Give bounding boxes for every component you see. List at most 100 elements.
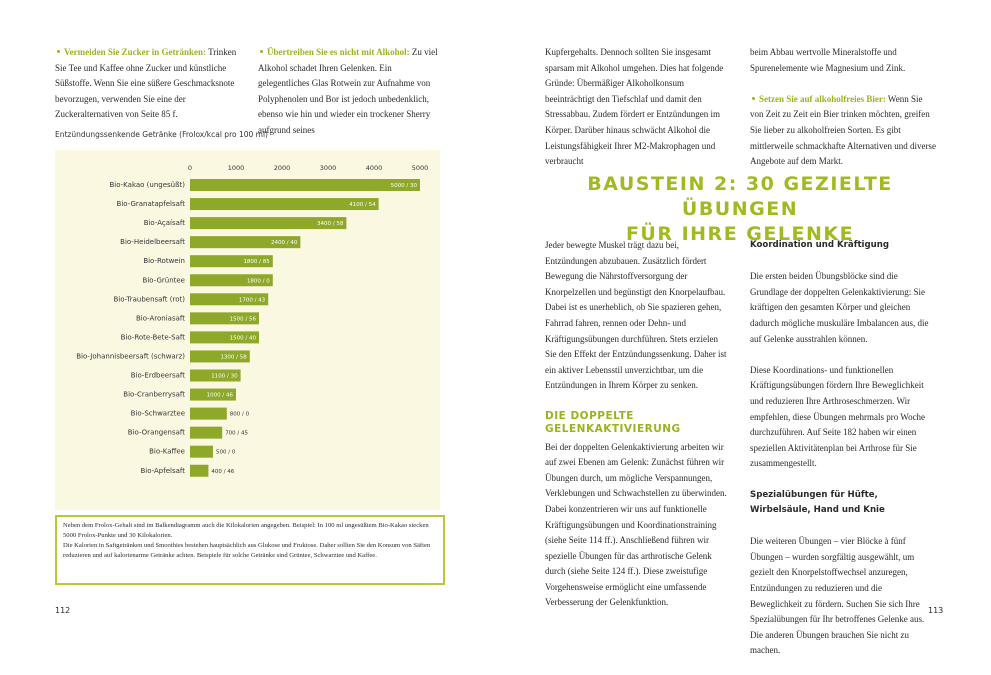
lead-text: Setzen Sie auf alkoholfreies Bier:: [759, 93, 886, 104]
value-label: 1100 / 30: [211, 374, 238, 380]
body-text: Wenn Sie von Zeit zu Zeit ein Bier trink…: [750, 93, 936, 167]
text-column: Vermeiden Sie Zucker in Getränken: Trink…: [55, 45, 241, 139]
text-column: Kupfergehalts. Dennoch sollten Sie insge…: [545, 45, 731, 185]
bar: [190, 179, 420, 191]
bar: [190, 255, 273, 268]
bullet: [57, 50, 60, 54]
x-tick-label: 5000: [412, 164, 429, 172]
value-label: 2400 / 40: [271, 240, 298, 246]
heading-line: FÜR IHRE GELENKE: [625, 223, 855, 245]
category-label: Bio-Rotwein: [143, 257, 185, 265]
category-label: Bio-Kaffee: [149, 448, 185, 456]
body-text: Bei der doppelten Gelenkaktivierung arbe…: [545, 441, 727, 608]
category-label: Bio-Kakao (ungesüßt): [110, 181, 186, 189]
chart: Entzündungssenkende Getränke (Frolox/kca…: [55, 130, 440, 510]
bar: [190, 388, 236, 401]
book-spread: Vermeiden Sie Zucker in Getränken: Trink…: [55, 45, 944, 656]
paragraph: Diese Koordinations- und funktionellen K…: [750, 363, 936, 472]
category-label: Bio-Schwarztee: [131, 410, 185, 418]
value-label: 1500 / 56: [230, 316, 257, 322]
bar: [190, 293, 269, 306]
page-number: 112: [55, 606, 71, 615]
bar: [190, 350, 250, 363]
category-label: Bio-Traubensaft (rot): [113, 295, 185, 303]
category-label: Bio-Heidelbeersaft: [120, 238, 185, 246]
paragraph: Bei der doppelten Gelenkaktivierung arbe…: [545, 440, 731, 612]
body-text: Diese Koordinations- und funktionellen K…: [750, 364, 926, 469]
bar: [190, 312, 259, 325]
category-label: Bio-Aroniasaft: [136, 314, 185, 322]
lead-text: Vermeiden Sie Zucker in Getränken:: [64, 47, 206, 57]
paragraph-heading: Spezialübungen für Hüfte, Wirbelsäule, H…: [750, 489, 885, 516]
bar: [190, 407, 227, 420]
subsection-heading: DIE DOPPELTE GELENKAKTIVIERUNG: [545, 409, 681, 435]
category-label: Bio-Grüntee: [143, 276, 185, 284]
value-label: 1000 / 46: [207, 393, 234, 399]
section-heading: BAUSTEIN 2: 30 GEZIELTE ÜBUNGEN FÜR IHRE…: [545, 172, 935, 247]
category-label: Bio-Granatapfelsaft: [117, 200, 186, 208]
paragraph: Setzen Sie auf alkoholfreies Bier: Wenn …: [750, 92, 936, 170]
value-label: 5000 / 30: [391, 183, 418, 189]
paragraph: Kupfergehalts. Dennoch sollten Sie insge…: [545, 45, 731, 170]
value-label: 4100 / 54: [349, 202, 376, 208]
value-label: 400 / 46: [211, 469, 234, 475]
value-label: 1800 / 0: [247, 278, 270, 284]
body-text: Kupfergehalts. Dennoch sollten Sie insge…: [545, 47, 724, 167]
x-tick-label: 2000: [274, 164, 291, 172]
bar: [190, 331, 259, 344]
x-tick-label: 4000: [366, 164, 383, 172]
bar: [190, 236, 301, 249]
paragraph-heading: Koordination und Kräftigung: [750, 240, 890, 250]
heading-line: BAUSTEIN 2: 30 GEZIELTE ÜBUNGEN: [587, 173, 893, 220]
paragraph: Vermeiden Sie Zucker in Getränken: Trink…: [55, 45, 241, 123]
category-label: Bio-Rote-Bete-Saft: [121, 333, 186, 341]
category-label: Bio-Cranberrysaft: [123, 391, 185, 399]
category-label: Bio-Açaísaft: [144, 219, 186, 227]
x-tick-label: 3000: [320, 164, 337, 172]
value-label: 3400 / 58: [317, 221, 344, 227]
body-text: Trinken Sie Tee und Kaffee ohne Zucker u…: [55, 47, 237, 120]
text-column: Übertreiben Sie es nicht mit Alkohol: Zu…: [258, 45, 444, 154]
value-label: 1300 / 58: [220, 354, 247, 360]
text-column: Jeder bewegte Muskel trägt dazu bei, Ent…: [545, 238, 731, 627]
note-text: Die Kalorien in Saftgetränken und Smooth…: [63, 542, 431, 559]
value-label: 700 / 45: [225, 431, 248, 437]
body-text: Die ersten beiden Übungsblöcke sind die …: [750, 271, 929, 344]
x-tick-label: 1000: [228, 164, 245, 172]
text-column: beim Abbau wertvolle Mineralstoffe und S…: [750, 45, 936, 185]
bullet: [752, 97, 755, 101]
note-box: Neben dem Frolox-Gehalt sind im Balkendi…: [55, 515, 445, 585]
body-text: Jeder bewegte Muskel trägt dazu bei, Ent…: [545, 240, 727, 391]
value-label: 1500 / 40: [230, 335, 257, 341]
bar: [190, 274, 273, 287]
body-text: beim Abbau wertvolle Mineralstoffe und S…: [750, 47, 906, 73]
paragraph: Übertreiben Sie es nicht mit Alkohol: Zu…: [258, 45, 444, 139]
text-column: Koordination und Kräftigung Die ersten be…: [750, 238, 936, 675]
bar: [190, 198, 379, 211]
category-label: Bio-Johannisbeersaft (schwarz): [76, 352, 185, 360]
category-label: Bio-Erdbeersaft: [131, 372, 186, 380]
x-tick-label: 0: [188, 164, 192, 172]
bullet: [260, 50, 263, 54]
bar: [190, 217, 347, 230]
note-text: Neben dem Frolox-Gehalt sind im Balkendi…: [63, 522, 429, 539]
body-text: Die weiteren Übungen – vier Blöcke à fün…: [750, 536, 925, 656]
value-label: 500 / 0: [216, 450, 236, 456]
body-text: Zu viel Alkohol schadet Ihren Gelenken. …: [258, 47, 438, 135]
category-label: Bio-Orangensaft: [128, 429, 185, 437]
chart-title: Entzündungssenkende Getränke (Frolox/kca…: [55, 130, 268, 139]
paragraph: Die weiteren Übungen – vier Blöcke à fün…: [750, 534, 936, 659]
value-label: 800 / 0: [230, 412, 250, 418]
value-label: 1700 / 43: [239, 297, 266, 303]
page-number: 113: [928, 606, 944, 615]
bar: [190, 426, 223, 439]
paragraph: Die ersten beiden Übungsblöcke sind die …: [750, 269, 936, 347]
bar: [190, 369, 241, 382]
lead-text: Übertreiben Sie es nicht mit Alkohol:: [267, 47, 410, 57]
category-label: Bio-Apfelsaft: [140, 467, 185, 475]
bar: [190, 464, 209, 477]
paragraph: Jeder bewegte Muskel trägt dazu bei, Ent…: [545, 238, 731, 394]
paragraph: beim Abbau wertvolle Mineralstoffe und S…: [750, 45, 936, 76]
value-label: 1800 / 85: [243, 259, 270, 265]
bar: [190, 445, 213, 458]
